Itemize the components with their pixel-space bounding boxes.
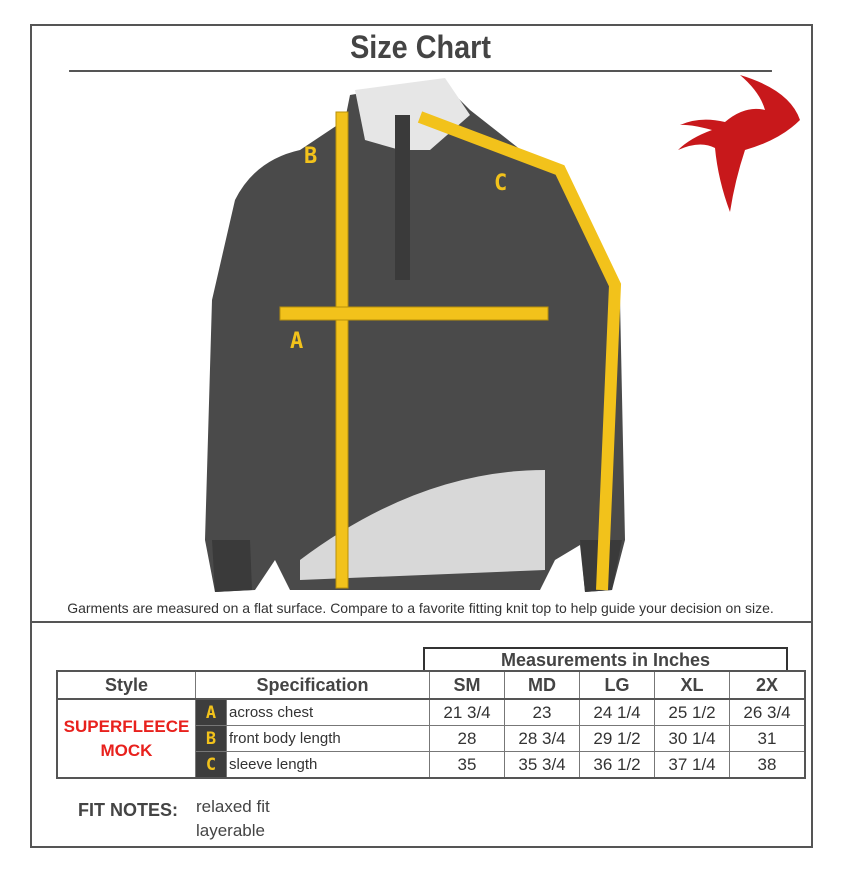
value-cell: 29 1/2: [579, 725, 655, 752]
fit-note: layerable: [196, 821, 265, 840]
size-header: LG: [579, 670, 655, 700]
sweatshirt-image: [205, 78, 625, 592]
value-cell: 23: [504, 698, 580, 726]
spec-label: sleeve length: [226, 751, 430, 779]
style-line: SUPERFLEECE: [63, 716, 190, 736]
size-header: XL: [654, 670, 730, 700]
style-line: MOCK: [100, 740, 153, 760]
value-cell: 28 3/4: [504, 725, 580, 752]
section-divider: [30, 621, 811, 623]
value-cell: 25 1/2: [654, 698, 730, 726]
label-a: A: [290, 329, 303, 354]
size-header: 2X: [729, 670, 806, 700]
spec-letter: B: [195, 725, 227, 752]
swallow-logo-icon: [678, 75, 800, 212]
page-title: Size Chart: [69, 24, 772, 72]
size-header: MD: [504, 670, 580, 700]
tape-c: [417, 111, 622, 591]
fit-note: relaxed fit: [196, 797, 270, 816]
value-cell: 26 3/4: [729, 698, 806, 726]
style-header: Style: [56, 670, 196, 700]
spec-label: front body length: [226, 725, 430, 752]
value-cell: 37 1/4: [654, 751, 730, 779]
tape-measures: [279, 111, 622, 591]
tape-a: [279, 306, 549, 321]
measurements-header: Measurements in Inches: [423, 647, 788, 671]
spec-label: across chest: [226, 698, 430, 726]
garment-illustration: A B C: [205, 75, 800, 592]
table-row: C sleeve length 35 35 3/4 36 1/2 37 1/4 …: [57, 751, 806, 779]
size-table: Style Specification SM MD LG XL 2X SUPER…: [56, 670, 806, 779]
chart-frame: [30, 24, 813, 848]
value-cell: 24 1/4: [579, 698, 655, 726]
value-cell: 35: [429, 751, 505, 779]
tape-b: [335, 111, 349, 589]
value-cell: 35 3/4: [504, 751, 580, 779]
value-cell: 38: [729, 751, 806, 779]
value-cell: 30 1/4: [654, 725, 730, 752]
label-c: C: [494, 171, 507, 196]
specification-header: Specification: [195, 670, 430, 700]
spec-letter: C: [195, 751, 227, 779]
value-cell: 31: [729, 725, 806, 752]
measurement-caption: Garments are measured on a flat surface.…: [67, 600, 774, 616]
table-row: B front body length 28 28 3/4 29 1/2 30 …: [57, 725, 806, 752]
value-cell: 21 3/4: [429, 698, 505, 726]
value-cell: 36 1/2: [579, 751, 655, 779]
table-header-row: Style Specification SM MD LG XL 2X: [56, 670, 806, 700]
size-header: SM: [429, 670, 505, 700]
table-row: SUPERFLEECE MOCK A across chest 21 3/4 23…: [56, 698, 806, 778]
spec-letter: A: [195, 698, 227, 726]
value-cell: 28: [429, 725, 505, 752]
fit-notes-label: FIT NOTES:: [78, 800, 178, 820]
label-b: B: [304, 144, 317, 169]
style-name: SUPERFLEECE MOCK: [56, 698, 196, 778]
